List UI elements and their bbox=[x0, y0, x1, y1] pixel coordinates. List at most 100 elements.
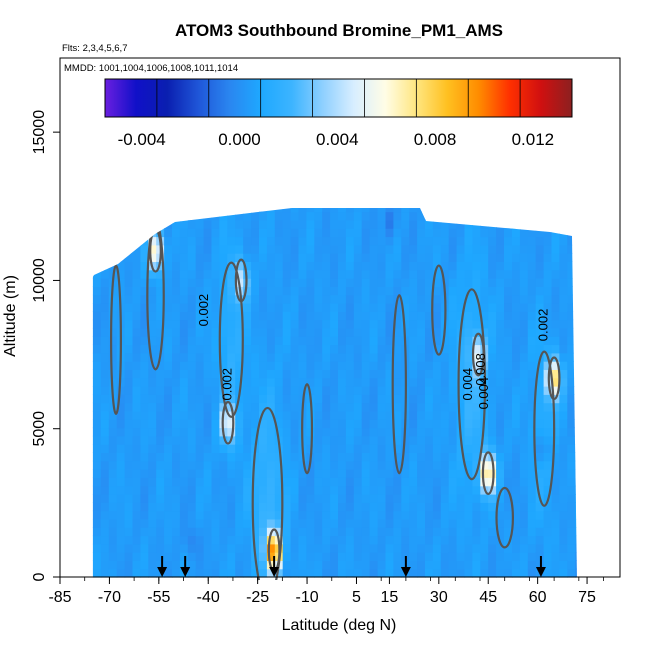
heatmap-cell bbox=[266, 361, 276, 370]
heatmap-cell bbox=[235, 427, 244, 437]
contour-line bbox=[234, 258, 248, 303]
heatmap-cell bbox=[417, 294, 426, 304]
heatmap-cell bbox=[187, 568, 197, 578]
heatmap-cell bbox=[361, 510, 371, 520]
heatmap-cell bbox=[235, 178, 244, 187]
heatmap-cell bbox=[195, 477, 205, 487]
heatmap-cell bbox=[369, 518, 379, 528]
heatmap-cell bbox=[575, 377, 577, 387]
heatmap-cell bbox=[227, 419, 236, 429]
heatmap-cell bbox=[291, 187, 300, 196]
heatmap-cell bbox=[266, 236, 276, 246]
heatmap-cell bbox=[274, 377, 284, 387]
heatmap-cell bbox=[235, 568, 244, 578]
contour-line bbox=[109, 264, 122, 415]
heatmap-cell bbox=[575, 543, 577, 553]
heatmap-cell bbox=[259, 311, 268, 321]
heatmap-cell bbox=[369, 361, 379, 370]
heatmap-cell bbox=[409, 369, 418, 379]
heatmap-cell bbox=[92, 327, 102, 337]
heatmap-cell bbox=[330, 510, 339, 520]
heatmap-cell bbox=[314, 303, 323, 312]
heatmap-cell bbox=[345, 485, 355, 495]
heatmap-cell bbox=[512, 435, 521, 445]
heatmap-cell bbox=[567, 568, 576, 578]
heatmap-cell bbox=[448, 410, 458, 420]
heatmap-cell bbox=[179, 208, 189, 213]
heatmap-cell bbox=[338, 377, 347, 387]
heatmap-cell bbox=[543, 568, 553, 578]
heatmap-cell bbox=[393, 319, 402, 329]
heatmap-cell bbox=[243, 344, 252, 354]
heatmap-cell bbox=[551, 485, 560, 495]
heatmap-cell bbox=[306, 211, 315, 221]
heatmap-cell bbox=[448, 444, 458, 453]
heatmap-cell bbox=[338, 460, 347, 470]
heatmap-cell bbox=[148, 195, 157, 204]
heatmap-cell bbox=[543, 278, 553, 287]
heatmap-cell bbox=[464, 386, 473, 395]
heatmap-cell bbox=[116, 444, 126, 453]
heatmap-cell bbox=[266, 219, 276, 229]
heatmap-cell bbox=[353, 352, 363, 362]
heatmap-cell bbox=[195, 452, 205, 462]
heatmap-cell bbox=[527, 527, 537, 537]
heatmap-cell bbox=[425, 187, 434, 196]
heatmap-cell bbox=[488, 510, 497, 520]
heatmap-cell bbox=[385, 394, 394, 404]
heatmap-cell bbox=[274, 244, 284, 254]
heatmap-cell bbox=[512, 394, 521, 404]
heatmap-cell bbox=[345, 527, 355, 537]
heatmap-cell bbox=[338, 208, 347, 213]
heatmap-cell bbox=[377, 494, 387, 503]
heatmap-cell bbox=[496, 552, 505, 561]
heatmap-cell bbox=[322, 552, 331, 561]
heatmap-cell bbox=[314, 178, 323, 187]
heatmap-cell bbox=[417, 535, 426, 545]
heatmap-cell bbox=[551, 469, 560, 478]
heatmap-cell bbox=[456, 535, 466, 545]
heatmap-cell bbox=[251, 187, 260, 196]
heatmap-cell bbox=[504, 502, 513, 512]
heatmap-cell bbox=[156, 195, 165, 204]
heatmap-cell bbox=[156, 269, 165, 279]
heatmap-cell bbox=[401, 477, 410, 487]
heatmap-cell bbox=[361, 219, 371, 229]
heatmap-cell bbox=[369, 319, 379, 329]
heatmap-cell bbox=[148, 228, 157, 238]
heatmap-cell bbox=[314, 361, 323, 370]
heatmap-cell bbox=[369, 469, 379, 478]
heatmap-cell bbox=[195, 336, 205, 346]
heatmap-cell bbox=[496, 502, 505, 512]
heatmap-cell bbox=[575, 228, 577, 238]
heatmap-cell bbox=[187, 319, 197, 329]
heatmap-cell bbox=[448, 435, 458, 445]
heatmap-cell bbox=[519, 568, 529, 578]
heatmap-cell bbox=[496, 369, 505, 379]
heatmap-cell bbox=[132, 269, 141, 279]
heatmap-cell bbox=[148, 552, 157, 561]
heatmap-cell bbox=[535, 311, 545, 321]
heatmap-cell bbox=[243, 178, 252, 187]
heatmap-cell bbox=[535, 361, 545, 370]
heatmap-cell bbox=[440, 377, 450, 387]
heatmap-cell bbox=[559, 485, 568, 495]
heatmap-cell bbox=[314, 244, 323, 254]
heatmap-cell bbox=[227, 427, 236, 437]
heatmap-cell bbox=[361, 527, 371, 537]
heatmap-cell bbox=[401, 211, 410, 221]
heatmap-cell bbox=[235, 327, 244, 337]
heatmap-cell bbox=[551, 344, 560, 354]
heatmap-cell bbox=[227, 244, 236, 254]
heatmap-cell bbox=[164, 386, 173, 395]
heatmap-cell bbox=[251, 402, 260, 412]
heatmap-cell bbox=[472, 560, 481, 570]
heatmap-cell bbox=[409, 527, 418, 537]
heatmap-cell bbox=[527, 402, 537, 412]
heatmap-cell bbox=[409, 386, 418, 395]
heatmap-cell bbox=[417, 527, 426, 537]
heatmap-cell bbox=[338, 336, 347, 346]
heatmap-cell bbox=[322, 319, 331, 329]
heatmap-cell bbox=[440, 244, 450, 254]
heatmap-cell bbox=[266, 261, 276, 271]
